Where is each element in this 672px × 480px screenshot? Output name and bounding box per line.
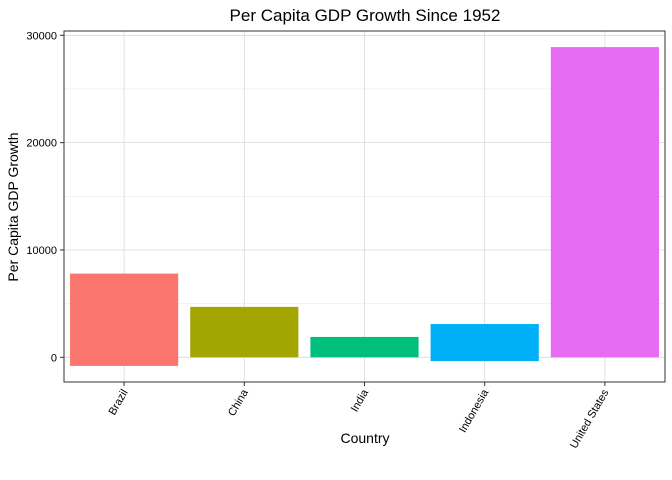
y-axis-ticks: 0 10000 20000 30000 <box>26 30 64 364</box>
bar-china <box>190 306 299 358</box>
bar-india <box>310 336 419 358</box>
bar-indonesia <box>430 324 539 362</box>
x-tick-label: Indonesia <box>457 387 492 435</box>
y-axis-label: Per Capita GDP Growth <box>5 132 21 281</box>
x-tick-label: China <box>226 387 251 419</box>
bars <box>70 47 659 366</box>
y-tick-label: 0 <box>51 352 57 364</box>
x-tick-label: Brazil <box>107 388 131 418</box>
x-tick-label: India <box>349 387 372 414</box>
bar-united-states <box>550 47 659 358</box>
bar-brazil <box>70 273 179 366</box>
y-tick-label: 10000 <box>26 245 57 257</box>
x-axis-label: Country <box>340 430 389 446</box>
x-tick-label: United States <box>568 387 612 451</box>
y-tick-label: 20000 <box>26 138 57 150</box>
chart-title: Per Capita GDP Growth Since 1952 <box>230 6 501 25</box>
y-tick-label: 30000 <box>26 30 57 42</box>
